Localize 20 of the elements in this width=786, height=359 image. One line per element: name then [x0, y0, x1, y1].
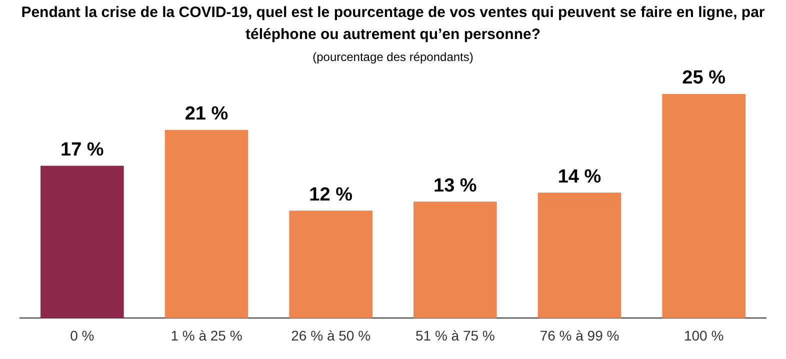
bar: [289, 210, 372, 318]
data-label: 12 %: [309, 184, 353, 206]
chart-title: Pendant la crise de la COVID-19, quel est le pourcentage de vos ventes qui peuvent se faire en ligne, par téléphone ou autrement qu’en personne?: [20, 3, 766, 45]
data-label: 14 %: [558, 166, 602, 188]
data-label: 25 %: [682, 68, 726, 89]
data-label: 17 %: [60, 139, 104, 160]
data-label: 21 %: [184, 104, 228, 125]
bar: [40, 166, 124, 318]
x-tick-label: 76 % à 99 %: [540, 327, 620, 344]
bar: [164, 130, 248, 318]
bar: [662, 94, 746, 318]
data-label: 13 %: [434, 175, 477, 196]
chart-subtitle: (pourcentage des répondants): [312, 50, 474, 64]
x-tick-label: 51 % à 75 %: [415, 327, 495, 344]
x-tick-label: 0 %: [70, 327, 94, 344]
x-tick-label: 100 %: [684, 327, 724, 344]
bar: [538, 192, 622, 318]
x-tick-label: 1 % à 25 %: [170, 327, 242, 344]
bar: [414, 202, 497, 318]
x-tick-label: 26 % à 50 %: [291, 327, 371, 344]
